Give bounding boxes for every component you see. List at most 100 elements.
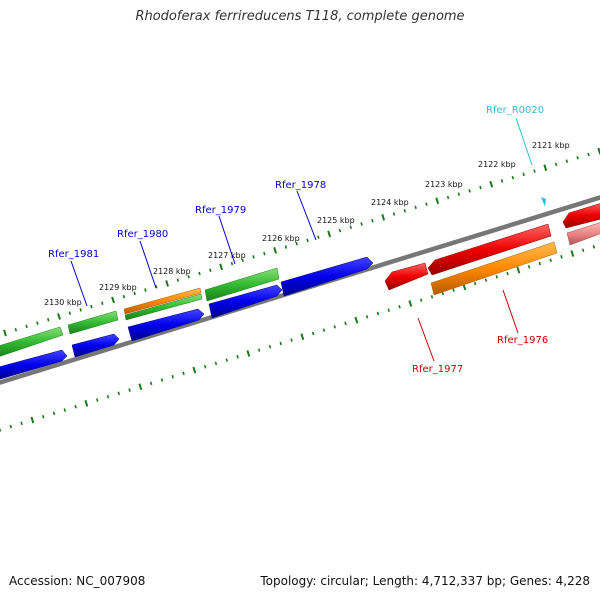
minor-tick	[225, 358, 228, 362]
minor-tick	[149, 381, 153, 386]
minor-tick	[576, 156, 579, 160]
inner-tick-track	[0, 245, 596, 432]
cds-block[interactable]	[566, 221, 600, 246]
forward-cds-track	[0, 256, 374, 380]
major-tick	[3, 329, 7, 337]
minor-tick	[268, 344, 272, 349]
minor-tick	[9, 424, 13, 429]
ruler-tick-2125: 2125 kbp	[317, 216, 355, 225]
major-tick	[381, 214, 386, 221]
minor-tick	[95, 398, 99, 402]
cds-arrow[interactable]	[0, 349, 68, 380]
gene-block[interactable]	[0, 326, 64, 357]
minor-tick	[257, 348, 261, 352]
cds-arrow[interactable]	[127, 308, 205, 342]
gene-block[interactable]	[123, 287, 202, 315]
minor-tick	[522, 172, 525, 177]
minor-tick	[36, 321, 39, 325]
gene-label-rfer-1977[interactable]: Rfer_1977	[412, 364, 463, 375]
minor-tick	[430, 295, 434, 299]
major-tick	[84, 400, 89, 407]
gene-label-rfer-1979[interactable]: Rfer_1979	[195, 205, 246, 216]
minor-tick	[500, 179, 504, 183]
minor-tick	[74, 404, 77, 409]
minor-tick	[160, 378, 164, 382]
minor-tick	[295, 241, 298, 246]
cds-arrow[interactable]	[427, 223, 552, 276]
gene-block[interactable]	[204, 267, 280, 302]
reverse-cds-track	[384, 202, 600, 296]
minor-tick	[155, 284, 158, 289]
minor-tick	[468, 189, 471, 193]
ruler-tick-2124: 2124 kbp	[371, 198, 409, 207]
minor-tick	[387, 308, 390, 312]
minor-tick	[79, 308, 82, 312]
minor-tick	[322, 328, 326, 332]
major-tick	[219, 263, 224, 271]
ruler-tick-2130: 2130 kbp	[44, 298, 82, 307]
major-tick	[57, 313, 61, 320]
minor-tick	[560, 255, 563, 259]
minor-tick	[198, 271, 201, 276]
ruler-tick-2123: 2123 kbp	[425, 180, 463, 189]
major-tick	[165, 280, 169, 287]
ruler-tick-2122: 2122 kbp	[478, 160, 516, 169]
ruler-labels: 2121 kbp 2122 kbp 2123 kbp 2124 kbp 2125…	[44, 141, 570, 307]
minor-tick	[484, 278, 488, 282]
minor-tick	[338, 228, 342, 233]
cds-arrow[interactable]	[208, 284, 283, 319]
minor-tick	[63, 408, 67, 412]
minor-tick	[392, 212, 396, 216]
gene-label-rfer-1981[interactable]: Rfer_1981	[48, 249, 99, 260]
minor-tick	[230, 261, 234, 266]
outer-tick-track	[3, 147, 600, 337]
gene-block[interactable]	[67, 310, 119, 335]
minor-tick	[495, 275, 498, 279]
minor-tick	[117, 391, 121, 396]
cds-arrow[interactable]	[384, 262, 429, 291]
forward-go-track	[0, 267, 280, 357]
gene-label-rfer-r0020[interactable]: Rfer_R0020	[486, 105, 544, 116]
major-tick	[516, 266, 521, 274]
minor-tick	[592, 245, 596, 249]
minor-tick	[527, 265, 531, 269]
major-tick	[327, 230, 332, 238]
gene-label-rfer-1976[interactable]: Rfer_1976	[497, 335, 548, 346]
major-tick	[408, 300, 413, 307]
ruler-tick-2127: 2127 kbp	[208, 251, 246, 260]
minor-tick	[587, 152, 590, 157]
minor-tick	[284, 245, 288, 249]
ruler-tick-2121: 2121 kbp	[532, 141, 570, 150]
cds-arrow[interactable]	[280, 256, 374, 297]
minor-tick	[263, 251, 266, 256]
minor-tick	[144, 288, 147, 292]
minor-tick	[176, 278, 180, 282]
cds-arrow[interactable]	[562, 202, 600, 229]
gene-label-rfer-1980[interactable]: Rfer_1980	[117, 229, 168, 240]
major-tick	[300, 333, 305, 341]
major-tick	[246, 350, 251, 357]
gene-block[interactable]	[124, 293, 203, 321]
minor-tick	[441, 291, 444, 296]
minor-tick	[133, 291, 136, 296]
minor-tick	[457, 192, 461, 196]
minor-tick	[425, 202, 428, 206]
major-tick	[489, 180, 494, 188]
minor-tick	[182, 371, 185, 376]
minor-tick	[376, 311, 380, 316]
gene-labels: Rfer_R0020 Rfer_1978 Rfer_1979 Rfer_1980…	[48, 105, 548, 375]
major-tick	[138, 383, 143, 391]
cds-arrow[interactable]	[71, 333, 120, 358]
gene-label-rfer-1978[interactable]: Rfer_1978	[275, 180, 326, 191]
major-tick	[435, 197, 440, 205]
rna-marker[interactable]	[541, 197, 546, 207]
minor-tick	[0, 428, 2, 432]
minor-tick	[187, 275, 190, 279]
ruler-tick-2128: 2128 kbp	[153, 267, 191, 276]
minor-tick	[128, 388, 131, 392]
minor-tick	[446, 195, 450, 200]
label-leaders	[70, 117, 533, 362]
cds-block[interactable]	[430, 241, 558, 296]
minor-tick	[549, 258, 552, 262]
